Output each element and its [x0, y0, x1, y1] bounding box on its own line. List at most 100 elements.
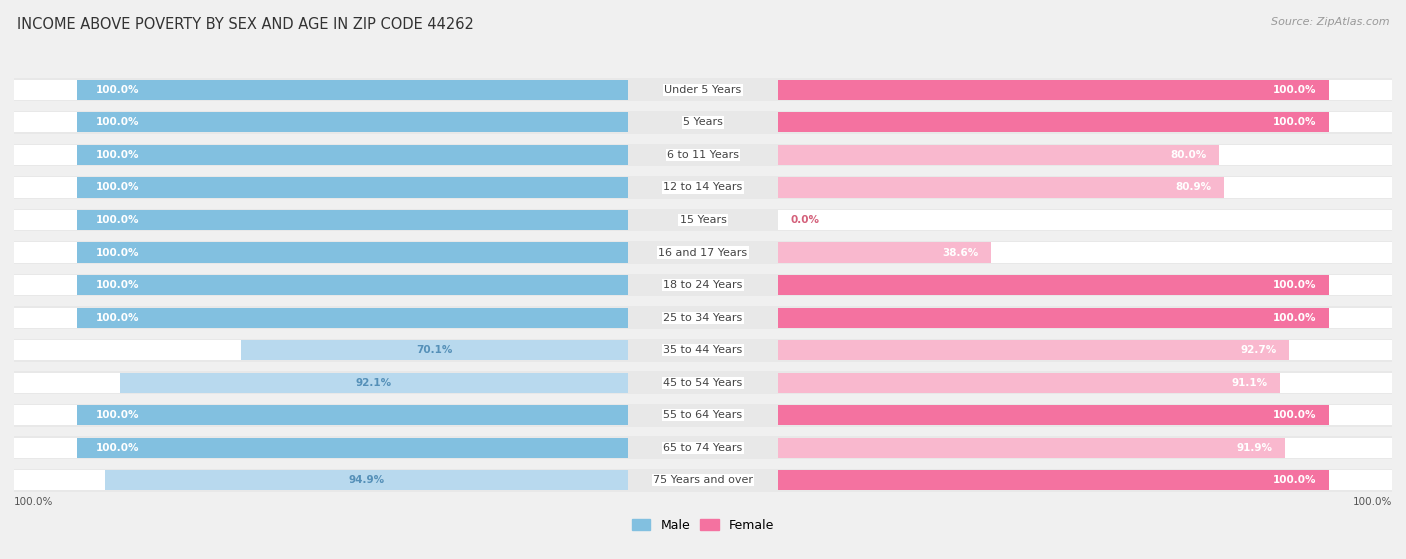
Bar: [121, 373, 628, 393]
Text: Under 5 Years: Under 5 Years: [665, 85, 741, 95]
Bar: [14, 209, 1392, 231]
Text: 100.0%: 100.0%: [96, 443, 139, 453]
Bar: [14, 438, 628, 458]
Text: 15 Years: 15 Years: [679, 215, 727, 225]
Text: 91.9%: 91.9%: [1236, 443, 1272, 453]
Text: 70.1%: 70.1%: [416, 345, 453, 355]
Text: 75 Years and over: 75 Years and over: [652, 475, 754, 485]
Bar: [778, 275, 1392, 295]
Text: 100.0%: 100.0%: [1274, 280, 1317, 290]
Bar: [14, 145, 628, 165]
Bar: [14, 243, 628, 263]
Text: 100.0%: 100.0%: [1274, 117, 1317, 127]
Text: 100.0%: 100.0%: [1353, 498, 1392, 508]
Text: 100.0%: 100.0%: [96, 280, 139, 290]
Bar: [14, 176, 1392, 199]
Text: 100.0%: 100.0%: [96, 215, 139, 225]
Text: 35 to 44 Years: 35 to 44 Years: [664, 345, 742, 355]
Bar: [778, 243, 991, 263]
Bar: [14, 405, 628, 425]
Bar: [77, 275, 628, 295]
Bar: [14, 437, 1392, 459]
Bar: [14, 340, 628, 360]
Text: 0.0%: 0.0%: [790, 215, 820, 225]
Bar: [778, 438, 1285, 458]
Bar: [14, 111, 1392, 134]
Bar: [77, 145, 628, 165]
Bar: [14, 241, 1392, 264]
Text: 94.9%: 94.9%: [349, 475, 384, 485]
Bar: [14, 306, 1392, 329]
Bar: [778, 470, 1329, 490]
Bar: [778, 405, 1329, 425]
Bar: [77, 80, 628, 100]
Text: 100.0%: 100.0%: [96, 410, 139, 420]
Bar: [14, 144, 1392, 167]
Text: 65 to 74 Years: 65 to 74 Years: [664, 443, 742, 453]
Bar: [14, 469, 1392, 492]
Bar: [778, 210, 1392, 230]
Text: INCOME ABOVE POVERTY BY SEX AND AGE IN ZIP CODE 44262: INCOME ABOVE POVERTY BY SEX AND AGE IN Z…: [17, 17, 474, 32]
Bar: [778, 307, 1329, 328]
Text: 100.0%: 100.0%: [96, 312, 139, 323]
Bar: [77, 112, 628, 132]
Text: 80.9%: 80.9%: [1175, 182, 1212, 192]
Text: 18 to 24 Years: 18 to 24 Years: [664, 280, 742, 290]
Bar: [105, 470, 628, 490]
Bar: [778, 373, 1281, 393]
Bar: [14, 339, 1392, 362]
Bar: [778, 307, 1392, 328]
Text: 80.0%: 80.0%: [1170, 150, 1206, 160]
Bar: [778, 177, 1392, 197]
Text: 100.0%: 100.0%: [96, 248, 139, 258]
Text: 100.0%: 100.0%: [1274, 475, 1317, 485]
Bar: [14, 404, 1392, 427]
Text: 45 to 54 Years: 45 to 54 Years: [664, 378, 742, 388]
Text: 92.7%: 92.7%: [1240, 345, 1277, 355]
Bar: [778, 340, 1392, 360]
Bar: [778, 80, 1329, 100]
Text: 91.1%: 91.1%: [1232, 378, 1268, 388]
Bar: [778, 470, 1392, 490]
Bar: [14, 274, 1392, 296]
Bar: [77, 177, 628, 197]
Bar: [778, 405, 1392, 425]
Bar: [778, 373, 1392, 393]
Bar: [14, 80, 628, 100]
Bar: [77, 307, 628, 328]
Bar: [778, 177, 1225, 197]
Text: 12 to 14 Years: 12 to 14 Years: [664, 182, 742, 192]
Bar: [77, 405, 628, 425]
Bar: [778, 145, 1392, 165]
Bar: [14, 470, 628, 490]
Bar: [778, 112, 1392, 132]
Bar: [77, 438, 628, 458]
Text: 25 to 34 Years: 25 to 34 Years: [664, 312, 742, 323]
Bar: [778, 275, 1329, 295]
Text: 100.0%: 100.0%: [96, 150, 139, 160]
Text: 38.6%: 38.6%: [942, 248, 979, 258]
Text: 100.0%: 100.0%: [96, 182, 139, 192]
Text: 100.0%: 100.0%: [1274, 410, 1317, 420]
Bar: [77, 210, 628, 230]
Bar: [77, 243, 628, 263]
Bar: [778, 340, 1289, 360]
Bar: [778, 80, 1392, 100]
Bar: [778, 145, 1219, 165]
Bar: [14, 78, 1392, 101]
Bar: [14, 177, 628, 197]
Text: 5 Years: 5 Years: [683, 117, 723, 127]
Bar: [778, 438, 1392, 458]
Legend: Male, Female: Male, Female: [631, 519, 775, 532]
Text: Source: ZipAtlas.com: Source: ZipAtlas.com: [1271, 17, 1389, 27]
Bar: [778, 243, 1392, 263]
Bar: [14, 112, 628, 132]
Bar: [14, 373, 628, 393]
Text: 100.0%: 100.0%: [96, 85, 139, 95]
Text: 55 to 64 Years: 55 to 64 Years: [664, 410, 742, 420]
Text: 100.0%: 100.0%: [14, 498, 53, 508]
Text: 16 and 17 Years: 16 and 17 Years: [658, 248, 748, 258]
Text: 100.0%: 100.0%: [1274, 85, 1317, 95]
Bar: [242, 340, 628, 360]
Text: 6 to 11 Years: 6 to 11 Years: [666, 150, 740, 160]
